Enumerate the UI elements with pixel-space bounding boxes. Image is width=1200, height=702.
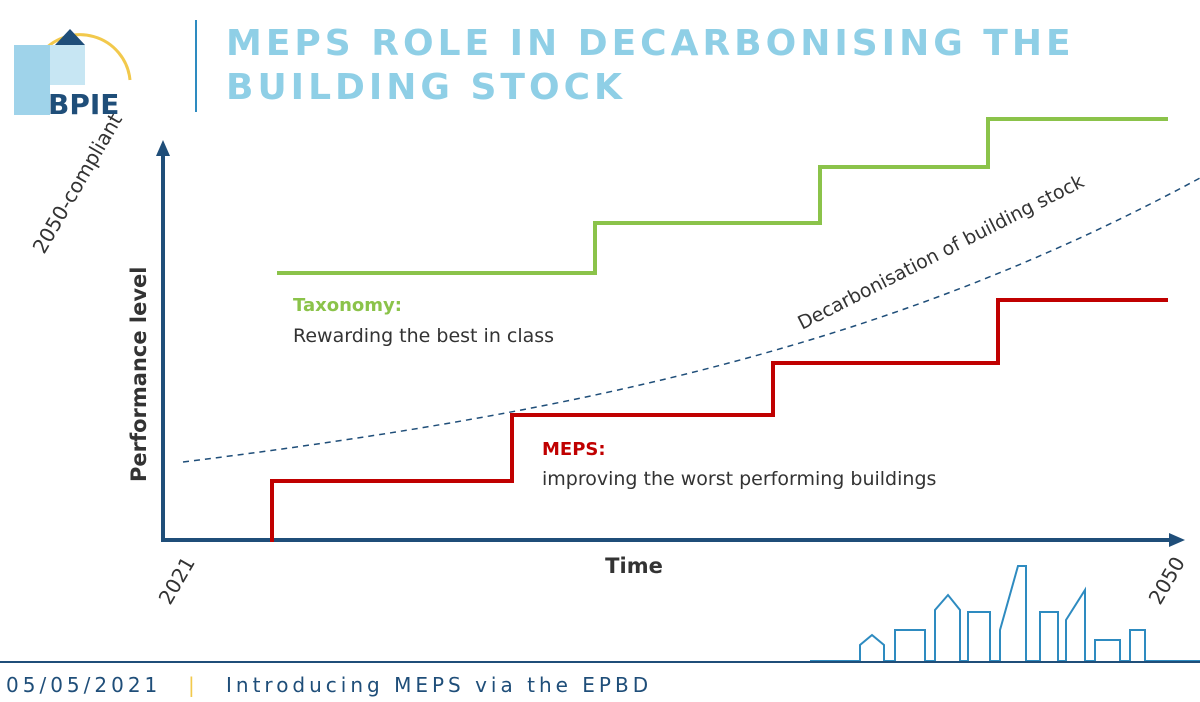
logo-block: [14, 45, 50, 115]
x-arrow: [1169, 533, 1185, 547]
logo-text: BPIE: [48, 88, 119, 121]
x-start-label: 2021: [154, 552, 200, 608]
taxonomy-text: Rewarding the best in class: [293, 325, 554, 347]
logo-block: [50, 45, 85, 85]
decarbonisation-curve: [182, 177, 1200, 463]
footer-separator: |: [188, 673, 195, 697]
meps-title: MEPS:: [542, 439, 606, 460]
logo-roof: [55, 29, 85, 45]
meps-text: improving the worst performing buildings: [542, 468, 936, 490]
footer-subtitle: Introducing MEPS via the EPBD: [226, 673, 652, 697]
meps-line: [270, 298, 1168, 542]
taxonomy-line: [277, 117, 1168, 275]
footer-date: 05/05/2021: [6, 673, 161, 697]
logo-arc: [38, 33, 132, 81]
y-top-label: 2050-compliant: [28, 109, 128, 257]
skyline: [810, 565, 1200, 662]
x-end-label: 2050: [1144, 552, 1190, 608]
curve-label: Decarbonisation of building stock: [794, 170, 1087, 334]
taxonomy-title: Taxonomy:: [293, 295, 402, 316]
slide-title: MEPS ROLE IN DECARBONISING THE BUILDING …: [226, 23, 1075, 108]
y-axis-label: Performance level: [127, 267, 151, 483]
y-arrow: [156, 140, 170, 156]
x-axis-label: Time: [605, 554, 663, 578]
